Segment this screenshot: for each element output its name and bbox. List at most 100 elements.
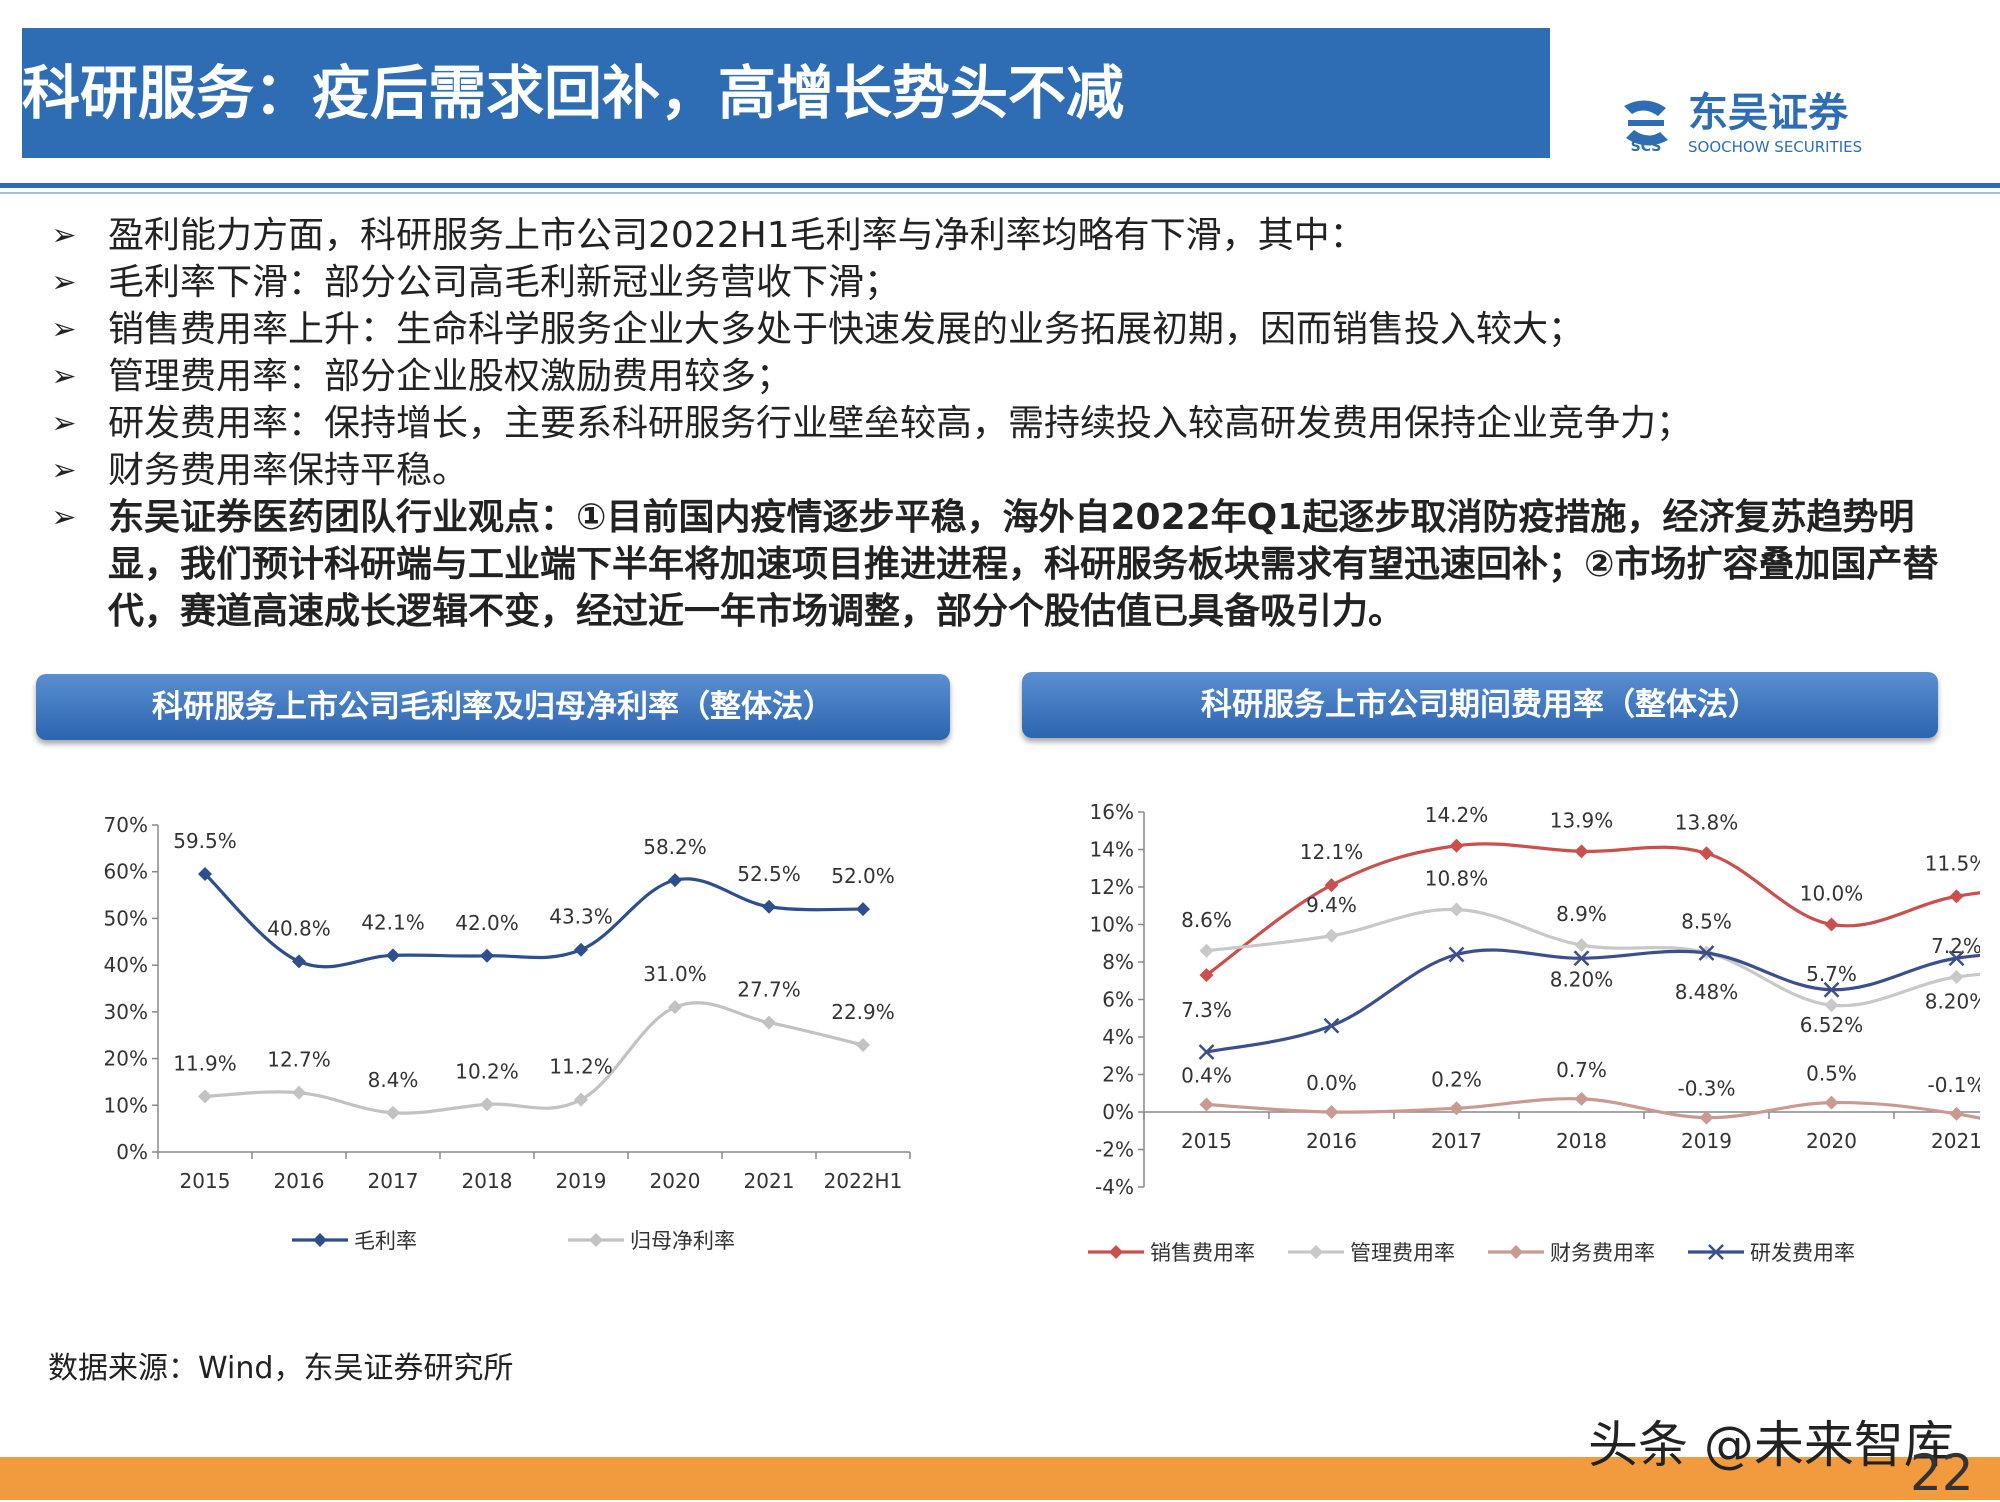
data-point-3: [1323, 1017, 1340, 1034]
x-category-label: 2020: [1806, 1129, 1857, 1153]
data-label: 10.2%: [455, 1059, 519, 1083]
y-tick-label: 70%: [104, 813, 148, 837]
bullet-arrow-icon: ➢: [51, 359, 77, 394]
data-point-2: [1949, 1106, 1964, 1121]
data-label: 0.0%: [1306, 1071, 1357, 1095]
data-point-1: [1824, 998, 1839, 1013]
bullet-arrow-icon: ➢: [51, 265, 77, 300]
data-point-0: [480, 948, 494, 963]
data-point-1: [668, 1000, 682, 1015]
data-point-2: [1324, 1105, 1339, 1119]
logo-abbreviation: SCS: [1630, 139, 1662, 155]
bullet-arrow-icon: ➢: [51, 218, 77, 253]
data-label: 59.5%: [173, 829, 237, 853]
bullet-text: 销售费用率上升：生命科学服务企业大多处于快速发展的业务拓展初期，因而销售投入较大…: [108, 309, 1585, 350]
x-category-label: 2016: [274, 1169, 325, 1193]
data-label: 10.0%: [1800, 882, 1864, 906]
data-point-1: [386, 1105, 400, 1120]
y-tick-label: 8%: [1102, 950, 1134, 974]
data-label: 31.0%: [643, 962, 707, 986]
legend-marker: [1109, 1245, 1123, 1259]
logo-english-name: SOOCHOW SECURITIES: [1688, 138, 1863, 156]
data-label: 14.2%: [1425, 803, 1489, 827]
data-point-3-stroke-b: [1323, 1017, 1340, 1034]
data-point-3: [1573, 950, 1590, 967]
legend-marker: [1708, 1244, 1724, 1260]
data-point-0: [574, 942, 588, 957]
page-title: 科研服务：疫后需求回补，高增长势头不减: [22, 59, 1125, 127]
company-logo: SCS 东吴证券 SOOCHOW SECURITIES: [1618, 88, 1900, 158]
series-line-2: [1206, 1097, 1980, 1120]
data-label: 0.2%: [1431, 1067, 1482, 1091]
x-category-label: 2015: [180, 1169, 231, 1193]
bullet-arrow-icon: ➢: [51, 500, 77, 535]
y-tick-label: 40%: [104, 953, 148, 977]
y-tick-label: 12%: [1090, 875, 1134, 899]
x-category-label: 2018: [1556, 1129, 1607, 1153]
bullet-item: ➢ 毛利率下滑：部分公司高毛利新冠业务营收下滑；: [44, 259, 1984, 306]
bullet-text: 东吴证券医药团队行业观点：①目前国内疫情逐步平稳，海外自2022年Q1起逐步取消…: [108, 497, 1939, 632]
data-label: 11.9%: [173, 1051, 237, 1075]
data-point-1: [198, 1089, 212, 1104]
data-label: 7.2%: [1931, 934, 1980, 958]
data-label: 8.20%: [1925, 989, 1980, 1013]
data-point-1: [1449, 902, 1464, 917]
legend-label: 研发费用率: [1750, 1241, 1855, 1265]
data-label: 42.1%: [361, 910, 425, 934]
data-label: 52.5%: [737, 862, 801, 886]
data-point-2: [1824, 1095, 1839, 1110]
x-category-label: 2017: [1431, 1129, 1482, 1153]
y-tick-label: 60%: [104, 860, 148, 884]
bullet-text: 毛利率下滑：部分公司高毛利新冠业务营收下滑；: [108, 262, 901, 303]
header-rule-thin: [0, 192, 2000, 194]
data-point-1: [1199, 943, 1214, 958]
chart1-title: 科研服务上市公司毛利率及归母净利率（整体法）: [36, 674, 950, 740]
legend-marker: [313, 1233, 327, 1247]
data-point-0: [1824, 917, 1839, 932]
data-label: 8.6%: [1181, 908, 1232, 932]
data-point-0: [292, 954, 306, 969]
bullet-item: ➢ 东吴证券医药团队行业观点：①目前国内疫情逐步平稳，海外自2022年Q1起逐步取…: [44, 494, 1984, 635]
bullet-item: ➢ 盈利能力方面，科研服务上市公司2022H1毛利率与净利率均略有下滑，其中：: [44, 212, 1984, 259]
data-label: 5.7%: [1806, 962, 1857, 986]
data-point-0: [1199, 968, 1214, 983]
legend-label: 毛利率: [354, 1229, 417, 1253]
legend-marker-stroke-b: [1708, 1244, 1724, 1260]
data-point-2: [1449, 1101, 1464, 1116]
data-label: 42.0%: [455, 911, 519, 935]
bullet-arrow-icon: ➢: [51, 312, 77, 347]
bullet-item: ➢ 研发费用率：保持增长，主要系科研服务行业壁垒较高，需持续投入较高研发费用保持企…: [44, 400, 1984, 447]
data-label: -0.3%: [1677, 1077, 1735, 1101]
y-tick-label: 10%: [104, 1093, 148, 1117]
data-source-note: 数据来源：Wind，东吴证券研究所: [48, 1351, 514, 1386]
x-category-label: 2019: [556, 1169, 607, 1193]
data-point-0: [1574, 844, 1589, 859]
data-point-3: [1448, 946, 1465, 963]
y-tick-label: -2%: [1095, 1138, 1134, 1162]
y-tick-label: 4%: [1102, 1025, 1134, 1049]
page-number: 22: [1910, 1444, 1974, 1502]
data-label: -0.1%: [1927, 1073, 1980, 1097]
y-tick-label: 30%: [104, 1000, 148, 1024]
data-label: 43.3%: [549, 905, 613, 929]
logo-chinese-name: 东吴证券: [1688, 90, 1848, 136]
legend-label: 财务费用率: [1550, 1241, 1655, 1265]
data-point-0: [1449, 838, 1464, 853]
series-line-3: [1206, 948, 1980, 1054]
x-category-label: 2019: [1681, 1129, 1732, 1153]
data-label: 11.2%: [549, 1055, 613, 1079]
data-point-3-stroke-b: [1573, 950, 1590, 967]
data-label: 22.9%: [831, 1000, 895, 1024]
data-label: 58.2%: [643, 835, 707, 859]
x-category-label: 2015: [1181, 1129, 1232, 1153]
data-point-3: [1948, 950, 1965, 967]
data-label: 0.5%: [1806, 1062, 1857, 1086]
bullet-list: ➢ 盈利能力方面，科研服务上市公司2022H1毛利率与净利率均略有下滑，其中： ➢ 毛…: [44, 212, 1984, 635]
data-label: 8.4%: [368, 1068, 419, 1092]
data-point-0: [198, 867, 212, 882]
bullet-text: 盈利能力方面，科研服务上市公司2022H1毛利率与净利率均略有下滑，其中：: [108, 215, 1366, 256]
data-point-1: [1574, 938, 1589, 953]
y-tick-label: 10%: [1090, 913, 1134, 937]
data-point-2: [1199, 1097, 1214, 1112]
series-line-1: [1206, 907, 1980, 1008]
